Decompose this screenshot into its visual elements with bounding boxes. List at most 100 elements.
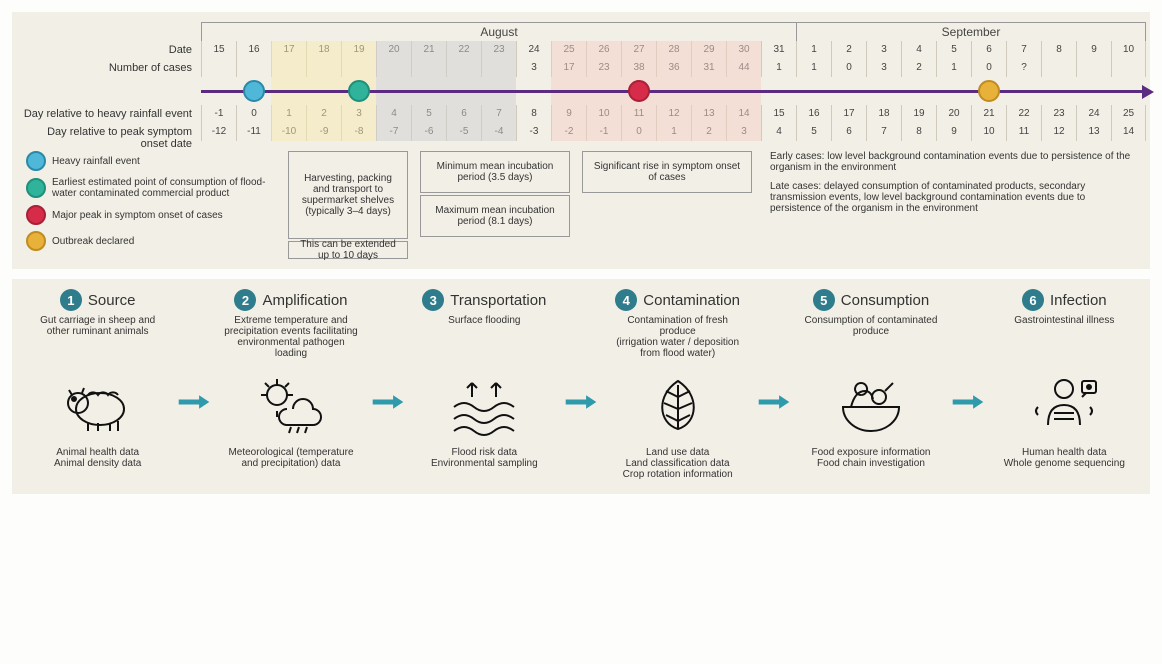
pathway-step: 3TransportationSurface floodingFlood ris… bbox=[413, 289, 556, 469]
row-date: 1516171819202122232425262728293031123456… bbox=[201, 41, 1136, 59]
legend-dot-icon bbox=[26, 178, 46, 198]
grid-cell: 7 bbox=[866, 123, 901, 141]
timeline-panel: AugustSeptember 151617181920212223242526… bbox=[12, 12, 1150, 269]
grid-cell: 24 bbox=[1076, 105, 1111, 123]
pathway-step: 1 Source Gut carriage in sheep and other r… bbox=[26, 289, 169, 469]
event-dot-red bbox=[628, 80, 650, 102]
grid-cell: -1 bbox=[586, 123, 621, 141]
axis-arrow-icon bbox=[1142, 85, 1154, 99]
grid-cell: 44 bbox=[726, 59, 761, 77]
pathway-number: 1 bbox=[60, 289, 82, 311]
grid-cell bbox=[306, 59, 341, 77]
pathway-title: Amplification bbox=[262, 292, 347, 309]
grid-cell bbox=[201, 59, 236, 77]
grid-cell: 2 bbox=[306, 105, 341, 123]
axis-line bbox=[201, 90, 1146, 93]
grid-cell: -7 bbox=[376, 123, 411, 141]
row-cases: 31723383631441103210? bbox=[201, 59, 1136, 77]
pathway-datasources: Flood risk dataEnvironmental sampling bbox=[413, 447, 556, 469]
grid-cell: -12 bbox=[201, 123, 236, 141]
pathway-title: Contamination bbox=[643, 292, 740, 309]
grid-cell: 1 bbox=[656, 123, 691, 141]
grid-cell: 13 bbox=[1076, 123, 1111, 141]
grid-cell: 7 bbox=[481, 105, 516, 123]
pathway-number: 4 bbox=[615, 289, 637, 311]
grid-cell: -6 bbox=[411, 123, 446, 141]
pathway-step: 6InfectionGastrointestinal illnessHuman … bbox=[993, 289, 1136, 469]
grid-cell: -11 bbox=[236, 123, 271, 141]
legend-item: Outbreak declared bbox=[26, 231, 276, 251]
grid-cell: 2 bbox=[831, 41, 866, 59]
grid-cell: 1 bbox=[271, 105, 306, 123]
grid-cell: 14 bbox=[1111, 123, 1146, 141]
pathway-desc: Contamination of fresh produce(irrigatio… bbox=[606, 315, 749, 363]
grid-cell: 1 bbox=[796, 41, 831, 59]
grid-cell: 7 bbox=[1006, 41, 1041, 59]
legend-label: Earliest estimated point of consumption … bbox=[52, 177, 276, 199]
legend-dot-icon bbox=[26, 151, 46, 171]
grid-cell: 20 bbox=[936, 105, 971, 123]
pathway-step: 2AmplificationExtreme temperature and pr… bbox=[219, 289, 362, 469]
label-rel-peak: Day relative to peak symptom onset date bbox=[22, 126, 192, 150]
pathway-title: Source bbox=[88, 292, 136, 309]
pathway-step: 5ConsumptionConsumption of contaminated … bbox=[799, 289, 942, 469]
pathway-head: 1 Source bbox=[26, 289, 169, 311]
period-sig-rise: Significant rise in symptom onset of cas… bbox=[582, 151, 752, 193]
grid-cell: 10 bbox=[586, 105, 621, 123]
pathway-desc: Gastrointestinal illness bbox=[993, 315, 1136, 363]
row-rel-rain: -101234567891011121314151617181920212223… bbox=[201, 105, 1136, 123]
grid-cell: 0 bbox=[971, 59, 1006, 77]
grid-cell: 3 bbox=[726, 123, 761, 141]
grid-cell: 19 bbox=[901, 105, 936, 123]
grid-cell: 22 bbox=[1006, 105, 1041, 123]
grid-cell: 9 bbox=[551, 105, 586, 123]
legend-item: Major peak in symptom onset of cases bbox=[26, 205, 276, 225]
label-cases: Number of cases bbox=[22, 62, 192, 74]
grid-cell: 27 bbox=[621, 41, 656, 59]
grid-cell bbox=[411, 59, 446, 77]
legend-area: Heavy rainfall event Earliest estimated p… bbox=[26, 151, 1136, 259]
grid-cell bbox=[481, 59, 516, 77]
pathway-number: 3 bbox=[422, 289, 444, 311]
salad-icon bbox=[799, 369, 942, 441]
grid-cell: 30 bbox=[726, 41, 761, 59]
pathway-desc: Consumption of contaminated produce bbox=[799, 315, 942, 363]
grid-cell: 1 bbox=[796, 59, 831, 77]
note-early: Early cases: low level background contam… bbox=[770, 151, 1136, 173]
grid-cell: 36 bbox=[656, 59, 691, 77]
grid-cell: 16 bbox=[796, 105, 831, 123]
grid-cell: 23 bbox=[481, 41, 516, 59]
legend-item: Heavy rainfall event bbox=[26, 151, 276, 171]
grid-cell: 0 bbox=[831, 59, 866, 77]
grid-cell: 12 bbox=[1041, 123, 1076, 141]
pathway-step: 4 Contamination Contamination of fresh pro… bbox=[606, 289, 749, 480]
grid-cell: -3 bbox=[516, 123, 551, 141]
grid-cell bbox=[1111, 59, 1146, 77]
grid-cell: 26 bbox=[586, 41, 621, 59]
grid-cell: 29 bbox=[691, 41, 726, 59]
grid-cell: 5 bbox=[411, 105, 446, 123]
grid-cell: 24 bbox=[516, 41, 551, 59]
grid-cell: 18 bbox=[306, 41, 341, 59]
grid-cell: 13 bbox=[691, 105, 726, 123]
grid-cell bbox=[376, 59, 411, 77]
pathway-datasources: Meteorological (temperature and precipit… bbox=[219, 447, 362, 469]
pathway-datasources: Animal health dataAnimal density data bbox=[26, 447, 169, 469]
grid-cell: 16 bbox=[236, 41, 271, 59]
pathway-desc: Gut carriage in sheep and other ruminant… bbox=[26, 315, 169, 363]
grid-cell: 9 bbox=[1076, 41, 1111, 59]
grid-cell: -9 bbox=[306, 123, 341, 141]
grid-cell: 3 bbox=[516, 59, 551, 77]
note-late: Late cases: delayed consumption of conta… bbox=[770, 181, 1136, 214]
pathway-desc: Extreme temperature and precipitation ev… bbox=[219, 315, 362, 363]
grid-cell: 5 bbox=[796, 123, 831, 141]
grid-cell bbox=[1041, 59, 1076, 77]
arrow-right-icon bbox=[757, 393, 791, 416]
grid-cell: 23 bbox=[1041, 105, 1076, 123]
pathway-datasources: Human health dataWhole genome sequencing bbox=[993, 447, 1136, 469]
pathway-desc: Surface flooding bbox=[413, 315, 556, 363]
pathway-title: Consumption bbox=[841, 292, 929, 309]
grid-cell: 9 bbox=[936, 123, 971, 141]
grid-cell: 8 bbox=[1041, 41, 1076, 59]
grid-cell bbox=[446, 59, 481, 77]
